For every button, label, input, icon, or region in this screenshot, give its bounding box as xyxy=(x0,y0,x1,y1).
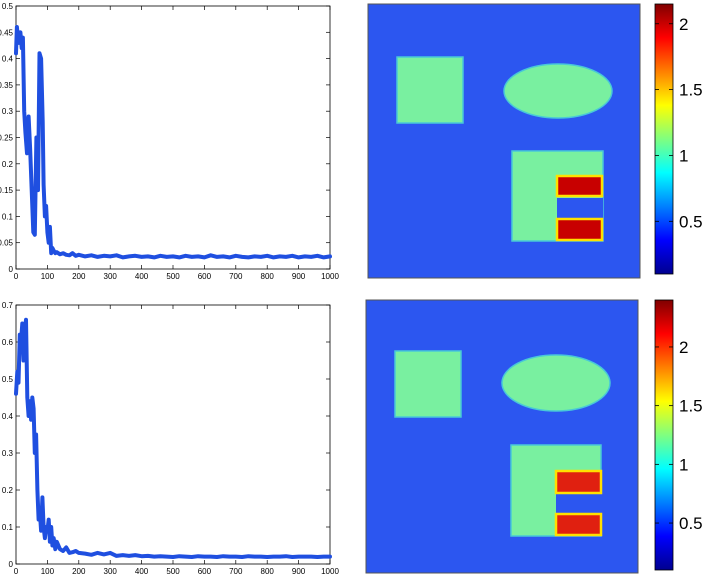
plot-frame xyxy=(15,5,331,270)
x-tick-label: 400 xyxy=(135,272,149,281)
x-tick-label: 600 xyxy=(198,272,212,281)
x-tick-label: 1000 xyxy=(321,272,339,281)
x-tick-label: 900 xyxy=(292,567,306,576)
y-tick-label: 0.1 xyxy=(2,212,14,221)
colorbar-tick-label: 1.5 xyxy=(679,397,703,416)
y-tick-label: 0.05 xyxy=(0,239,14,248)
x-tick-label: 800 xyxy=(261,567,275,576)
y-tick-label: 0.2 xyxy=(2,486,14,495)
colorbar-tick-label: 1.5 xyxy=(679,81,703,100)
y-tick-label: 0.3 xyxy=(2,107,14,116)
x-tick-label: 700 xyxy=(229,567,243,576)
reconstruction-image-bottom xyxy=(365,299,639,574)
ellipse-inclusion xyxy=(501,354,611,412)
ellipse-inclusion xyxy=(503,63,613,119)
colorbar-tick-label: 2 xyxy=(679,338,688,357)
y-tick-label: 0.2 xyxy=(2,160,14,169)
y-tick-label: 0.1 xyxy=(2,523,14,532)
colorbar-tick-label: 0.5 xyxy=(679,514,703,533)
plot-frame xyxy=(15,304,331,565)
square-inclusion xyxy=(396,56,464,124)
series-line xyxy=(14,25,332,260)
convergence-plot-bottom: 0 100 200 300 400 500 600 700 800 900 1000 0 0.1 0.2 0… xyxy=(2,301,340,576)
y-tick-label: 0.25 xyxy=(0,134,14,143)
y-tick-label: 0.4 xyxy=(2,412,14,421)
y-tick-label: 0.45 xyxy=(0,28,14,37)
series-line xyxy=(14,317,332,559)
x-tick-label: 0 xyxy=(14,567,19,576)
colorbar-tick-label: 0.5 xyxy=(679,212,703,231)
colorbar-gradient xyxy=(654,299,674,571)
colorbar-tick-label: 2 xyxy=(679,15,688,34)
y-tick-label: 0.4 xyxy=(2,55,14,64)
reconstruction-image-top xyxy=(367,3,641,279)
y-tick-label: 0.3 xyxy=(2,449,14,458)
x-tick-label: 500 xyxy=(166,567,180,576)
y-tick-label: 0 xyxy=(9,265,14,274)
high-value-bar-upper xyxy=(555,174,604,198)
colorbar-gradient xyxy=(654,3,674,275)
high-value-bar-lower xyxy=(555,217,604,242)
y-tick-label: 0.5 xyxy=(2,2,14,11)
y-tick-label: 0.35 xyxy=(0,81,14,90)
x-tick-label: 400 xyxy=(135,567,149,576)
y-tick-label: 0.7 xyxy=(2,301,14,310)
high-value-bar-lower xyxy=(554,512,603,537)
x-tick-label: 0 xyxy=(14,272,19,281)
y-tick-label: 0 xyxy=(9,560,14,569)
colorbar-top: 0.5 1 1.5 2 xyxy=(654,3,703,275)
x-tick-label: 700 xyxy=(229,272,243,281)
x-tick-label: 500 xyxy=(166,272,180,281)
x-tick-label: 1000 xyxy=(321,567,339,576)
x-tick-label: 200 xyxy=(72,567,86,576)
colorbar-tick-label: 1 xyxy=(679,146,688,165)
y-tick-label: 0.5 xyxy=(2,375,14,384)
high-value-bar-upper xyxy=(554,469,603,495)
x-tick-label: 900 xyxy=(292,272,306,281)
x-tick-label: 600 xyxy=(198,567,212,576)
x-tick-label: 200 xyxy=(72,272,86,281)
gap-region xyxy=(557,198,603,218)
x-tick-label: 300 xyxy=(104,272,118,281)
y-tick-label: 0.15 xyxy=(0,186,14,195)
x-tick-label: 800 xyxy=(261,272,275,281)
colorbar-bottom: 0.5 1 1.5 2 xyxy=(654,299,703,571)
y-tick-label: 0.6 xyxy=(2,338,14,347)
x-tick-label: 300 xyxy=(104,567,118,576)
colorbar-tick-label: 1 xyxy=(679,455,688,474)
square-inclusion xyxy=(394,350,462,418)
gap-region xyxy=(556,494,602,513)
convergence-plot-top: 0 100 200 300 400 500 600 700 800 900 1000 0 0.05 0.1… xyxy=(0,2,339,281)
x-tick-label: 100 xyxy=(41,567,55,576)
x-tick-label: 100 xyxy=(41,272,55,281)
